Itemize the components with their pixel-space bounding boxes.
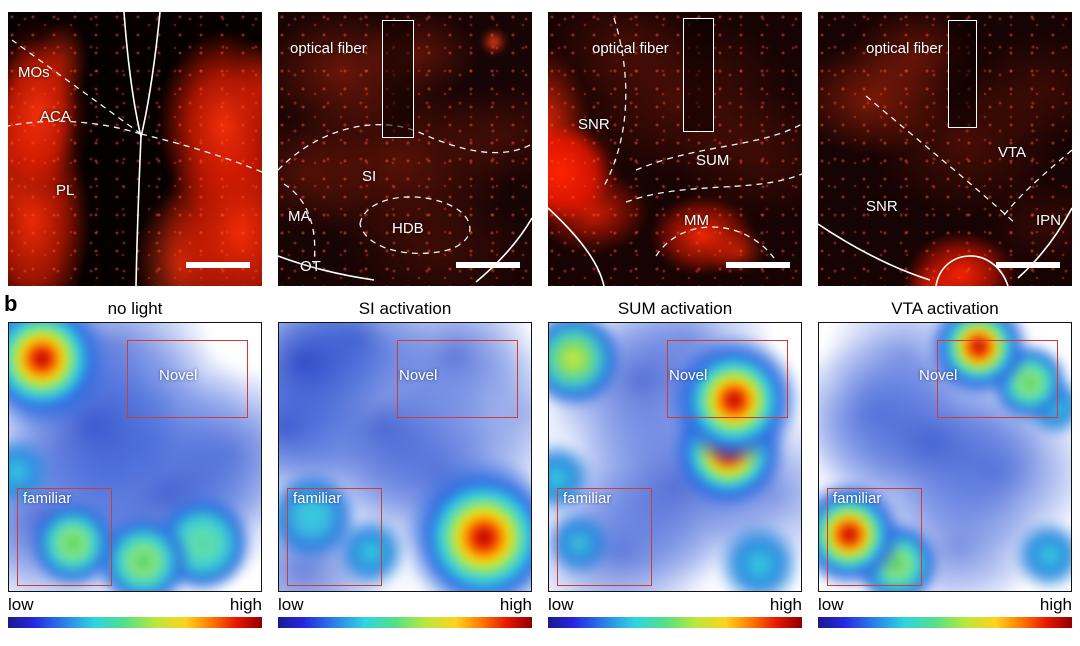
column-si: optical fiber SI MA HDB OT SI activation… [278, 0, 532, 646]
heatmap-title: SUM activation [617, 299, 733, 318]
heatmap-title: SI activation [358, 299, 452, 318]
anatomy-boundary-lines [548, 17, 802, 286]
colorbar-gradient [548, 617, 802, 628]
anatomy-boundary-lines [818, 95, 1072, 286]
heatmap-density [9, 323, 261, 591]
novel-zone-label: Novel [399, 367, 438, 384]
colorbar-low-label: low [818, 595, 844, 614]
novel-zone-box [397, 340, 518, 418]
colorbar-low-label: low [8, 595, 34, 614]
heatmap-si-activation: Novel familiar [278, 322, 532, 592]
familiar-zone-label: familiar [23, 490, 72, 507]
scale-bar [726, 262, 790, 268]
novel-zone-box [667, 340, 788, 418]
region-label-mm: MM [684, 212, 709, 229]
anatomy-boundary-lines [278, 124, 532, 283]
region-label-snr: SNR [866, 198, 898, 215]
fluorescence-speckle [548, 12, 802, 286]
column-sum: optical fiber SNR SUM MM SUM activation … [548, 0, 802, 646]
optical-fiber-label: optical fiber [592, 40, 669, 57]
colorbar-low-label: low [548, 595, 574, 614]
region-label-snr: SNR [578, 116, 610, 133]
region-label-si: SI [362, 168, 377, 185]
familiar-zone-box [17, 488, 112, 586]
region-label-mos: MOs [18, 64, 50, 81]
familiar-zone-label: familiar [293, 490, 342, 507]
heatmap-no-light: Novel familiar [8, 322, 262, 592]
scale-bar [456, 262, 520, 268]
heatmap-density [549, 323, 801, 591]
heatmap-title: VTA activation [891, 299, 999, 318]
colorbar-labels: low high [818, 595, 1072, 615]
anatomy-boundary-lines [8, 12, 262, 286]
familiar-zone-box [557, 488, 652, 586]
novel-zone-box [127, 340, 248, 418]
familiar-zone-box [287, 488, 382, 586]
region-label-sum: SUM [696, 152, 730, 169]
region-label-ma: MA [288, 208, 311, 225]
region-label-vta: VTA [998, 144, 1027, 161]
heatmap-sum-activation: Novel familiar [548, 322, 802, 592]
colorbar-gradient [278, 617, 532, 628]
region-label-pl: PL [56, 182, 75, 199]
optical-fiber-label: optical fiber [290, 40, 367, 57]
optical-fiber-label: optical fiber [866, 40, 943, 57]
fluorescence-panel-mpfc: MOs ACA PL [8, 12, 262, 286]
colorbar-gradient [818, 617, 1072, 628]
fluorescence-panel-sum: optical fiber SNR SUM MM [548, 12, 802, 286]
colorbar-labels: low high [278, 595, 532, 615]
novel-zone-box [937, 340, 1058, 418]
heatmap-density [819, 323, 1071, 591]
fluorescence-speckle [818, 12, 1072, 286]
region-label-aca: ACA [40, 108, 71, 125]
colorbar-low-label: low [278, 595, 304, 614]
colorbar-labels: low high [548, 595, 802, 615]
familiar-zone-box [827, 488, 922, 586]
optical-fiber-track [382, 20, 414, 138]
fluorescence-panel-si: optical fiber SI MA HDB OT [278, 12, 532, 286]
novel-zone-label: Novel [919, 367, 958, 384]
column-vta: optical fiber VTA SNR IPN VTA activation… [818, 0, 1072, 646]
region-label-ipn: IPN [1036, 212, 1062, 229]
heatmap-density [279, 323, 531, 591]
region-label-hdb: HDB [392, 220, 424, 237]
heatmap-vta-activation: Novel familiar [818, 322, 1072, 592]
optical-fiber-track [683, 18, 714, 132]
section-label-b: b [4, 291, 18, 316]
colorbar-gradient [8, 617, 262, 628]
familiar-zone-label: familiar [563, 490, 612, 507]
colorbar-high-label: high [769, 595, 802, 614]
scale-bar [186, 262, 250, 268]
novel-zone-label: Novel [669, 367, 708, 384]
colorbar-high-label: high [499, 595, 532, 614]
fluorescence-panel-vta: optical fiber VTA SNR IPN [818, 12, 1072, 286]
heatmap-title: no light [107, 299, 163, 318]
optical-fiber-track [948, 20, 977, 128]
familiar-zone-label: familiar [833, 490, 882, 507]
colorbar-high-label: high [229, 595, 262, 614]
region-label-ot: OT [300, 258, 321, 275]
novel-zone-label: Novel [159, 367, 198, 384]
colorbar-labels: low high [8, 595, 262, 615]
column-mpfc: MOs ACA PL no light Novel familiar low h… [8, 0, 262, 646]
colorbar-high-label: high [1039, 595, 1072, 614]
fluorescence-speckle [8, 12, 262, 286]
scale-bar [996, 262, 1060, 268]
